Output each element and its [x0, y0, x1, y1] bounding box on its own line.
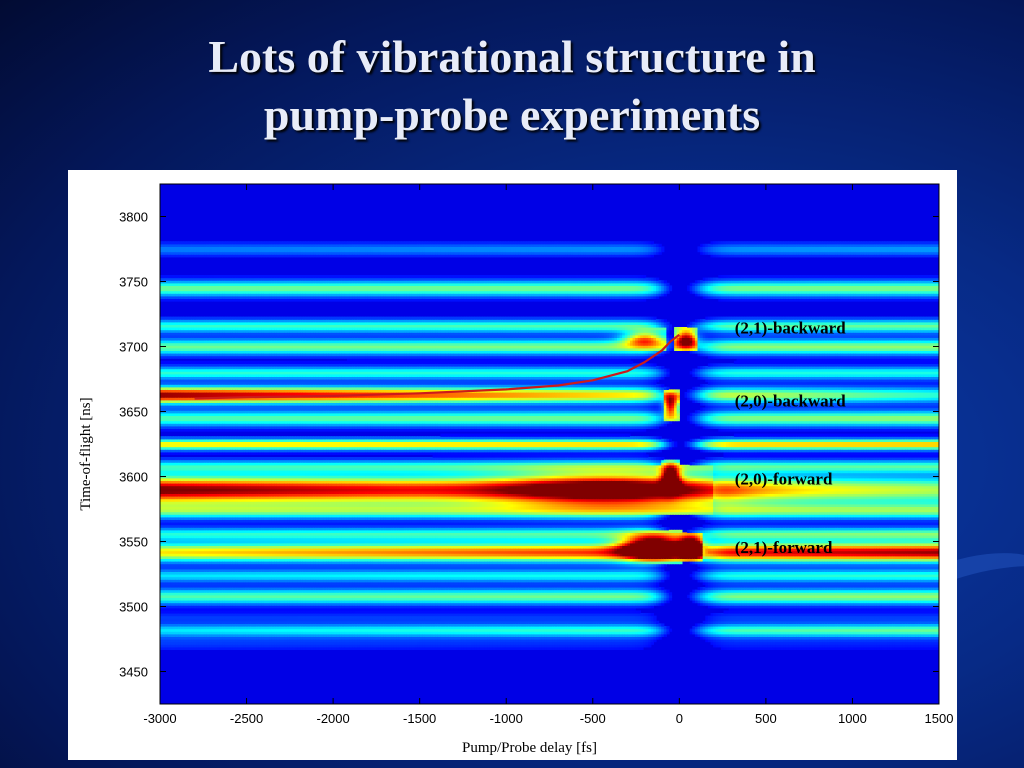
- x-tick-label: 1500: [925, 711, 954, 726]
- y-tick-label: 3800: [119, 210, 148, 225]
- x-tick-label: 1000: [838, 711, 867, 726]
- x-tick-label: -2500: [230, 711, 263, 726]
- slide-title-line-1: Lots of vibrational structure in: [0, 28, 1024, 86]
- x-tick-label: -1000: [490, 711, 523, 726]
- y-tick-label: 3750: [119, 275, 148, 290]
- x-tick-label: 500: [755, 711, 777, 726]
- y-tick-label: 3550: [119, 535, 148, 550]
- x-tick-label: 0: [676, 711, 683, 726]
- x-tick-label: -1500: [403, 711, 436, 726]
- heatmap-image: [160, 184, 940, 704]
- band-label: (2,0)-backward: [735, 391, 847, 410]
- band-label: (2,0)-forward: [735, 469, 833, 488]
- heatmap-figure: -3000 -2500 -2000 -1500 -1000 -500 0 500 1000 150…: [68, 170, 957, 760]
- y-tick-label: 3450: [119, 665, 148, 680]
- slide-title-line-2: pump-probe experiments: [0, 86, 1024, 144]
- y-tick-label: 3700: [119, 340, 148, 355]
- y-axis-title: Time-of-flight [ns]: [78, 397, 94, 510]
- heatmap-chart: -3000 -2500 -2000 -1500 -1000 -500 0 500 1000 150…: [68, 170, 957, 760]
- y-tick-label: 3600: [119, 470, 148, 485]
- y-tick-label: 3650: [119, 405, 148, 420]
- band-label: (2,1)-backward: [735, 319, 847, 338]
- x-axis-title: Pump/Probe delay [fs]: [462, 740, 597, 756]
- y-tick-label: 3500: [119, 600, 148, 615]
- x-tick-label: -500: [580, 711, 606, 726]
- x-tick-label: -2000: [316, 711, 349, 726]
- band-label: (2,1)-forward: [735, 538, 833, 557]
- slide-title: Lots of vibrational structure in pump-pr…: [0, 28, 1024, 144]
- x-tick-label: -3000: [143, 711, 176, 726]
